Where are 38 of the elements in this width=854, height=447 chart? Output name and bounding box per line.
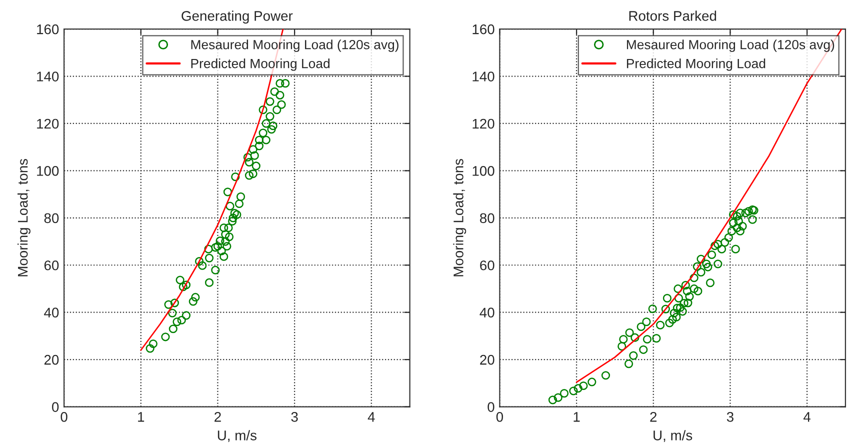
y-tick-label: 80 xyxy=(44,213,59,224)
chart-title: Rotors Parked xyxy=(629,10,716,21)
legend-label: Predicted Mooring Load xyxy=(191,58,330,71)
y-tick-label: 40 xyxy=(44,308,59,318)
x-axis-title: U, m/s xyxy=(218,430,256,442)
y-tick-label: 140 xyxy=(37,72,59,82)
x-tick-label: 2 xyxy=(650,412,657,422)
y-tick-label: 120 xyxy=(37,118,59,129)
y-tick-label: 100 xyxy=(472,166,494,176)
x-tick-label: 3 xyxy=(726,412,734,422)
chart-title: Generating Power xyxy=(182,10,293,24)
x-tick-label: 0 xyxy=(60,412,68,422)
legend-label: Mesaured Mooring Load (120s avg) xyxy=(191,40,398,52)
x-tick-label: 4 xyxy=(368,412,375,422)
y-tick-label: 0 xyxy=(52,402,59,412)
x-tick-label: 2 xyxy=(214,412,221,422)
legend-label: Predicted Mooring Load xyxy=(626,58,766,71)
y-tick-label: 20 xyxy=(44,354,59,365)
y-tick-label: 20 xyxy=(480,354,494,365)
y-tick-label: 60 xyxy=(44,260,59,270)
y-tick-label: 60 xyxy=(480,260,494,270)
y-tick-label: 0 xyxy=(488,402,494,412)
y-tick-label: 120 xyxy=(472,118,494,129)
y-tick-label: 80 xyxy=(480,213,494,224)
y-tick-label: 160 xyxy=(472,24,494,34)
y-tick-label: 100 xyxy=(37,166,59,176)
x-tick-label: 4 xyxy=(804,412,810,422)
x-tick-label: 3 xyxy=(291,412,298,422)
x-tick-label: 0 xyxy=(496,412,504,422)
y-axis-title: Mooring Load, tons xyxy=(18,158,30,276)
y-axis-title: Mooring Load, tons xyxy=(453,158,466,276)
x-tick-label: 1 xyxy=(574,412,580,422)
y-tick-label: 140 xyxy=(472,72,494,82)
x-tick-label: 1 xyxy=(138,412,144,422)
y-tick-label: 160 xyxy=(37,24,59,34)
x-axis-title: U, m/s xyxy=(654,430,692,442)
y-tick-label: 40 xyxy=(480,308,494,318)
legend-label: Mesaured Mooring Load (120s avg) xyxy=(626,40,834,52)
